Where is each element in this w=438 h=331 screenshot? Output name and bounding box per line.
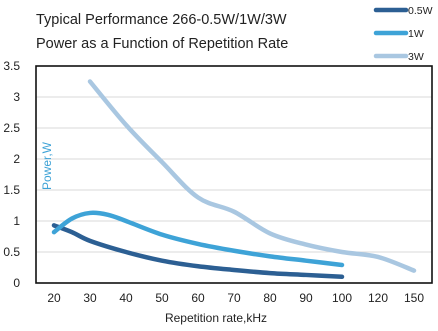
y-tick-label: 2.5 <box>3 121 20 135</box>
series-lines <box>54 82 414 277</box>
x-tick-label: 150 <box>404 291 424 305</box>
y-axis-label: Power,W <box>40 141 54 190</box>
x-tick-label: 20 <box>47 291 61 305</box>
y-tick-label: 1 <box>13 214 20 228</box>
legend-label-1W: 1W <box>408 28 424 40</box>
x-tick-label: 100 <box>332 291 352 305</box>
gridlines <box>36 97 432 252</box>
x-tick-label: 60 <box>191 291 205 305</box>
series-line-0.5W <box>54 225 342 276</box>
x-tick-label: 90 <box>299 291 313 305</box>
legend-label-0.5W: 0.5W <box>408 5 433 17</box>
chart-title-line-2: Power as a Function of Repetition Rate <box>36 36 288 52</box>
y-axis-ticks: 0 0.5 1 1.5 2 2.5 3 3.5 <box>3 59 20 290</box>
legend-label-3W: 3W <box>408 51 424 63</box>
y-tick-label: 3 <box>13 90 20 104</box>
x-tick-label: 40 <box>119 291 133 305</box>
x-axis-label: Repetition rate,kHz <box>165 311 267 325</box>
y-tick-label: 3.5 <box>3 59 20 73</box>
x-tick-label: 50 <box>155 291 169 305</box>
x-tick-label: 70 <box>227 291 241 305</box>
x-tick-label: 80 <box>263 291 277 305</box>
legend: 0.5W 1W 3W <box>376 5 433 63</box>
x-tick-label: 120 <box>368 291 388 305</box>
y-tick-label: 0.5 <box>3 245 20 259</box>
y-tick-label: 0 <box>13 276 20 290</box>
y-tick-label: 1.5 <box>3 183 20 197</box>
y-tick-label: 2 <box>13 152 20 166</box>
x-axis-ticks: 20 30 40 50 60 70 80 90 100 120 150 <box>47 291 424 305</box>
x-tick-label: 30 <box>83 291 97 305</box>
chart-title-line-1: Typical Performance 266-0.5W/1W/3W <box>36 12 287 28</box>
series-line-3W <box>90 82 414 271</box>
